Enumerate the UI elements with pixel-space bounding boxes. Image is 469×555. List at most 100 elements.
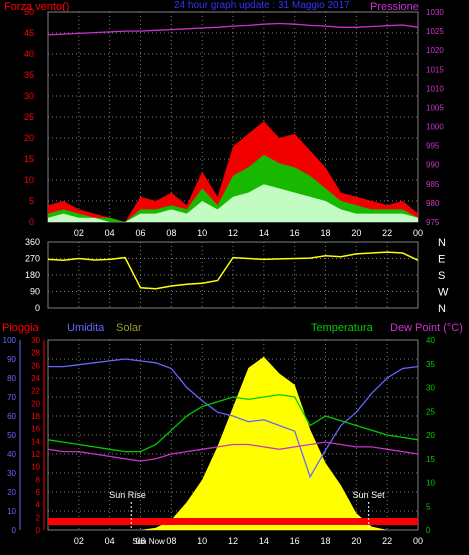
direction-y-tick-label: 90 — [30, 287, 40, 297]
direction-y-tick-label: 360 — [25, 237, 40, 247]
humidity-x-tick-label: 16 — [290, 536, 300, 546]
rain-y-tick-label: 10 — [31, 463, 40, 472]
humidity-x-tick-label: 00 — [413, 536, 423, 546]
temperature-line — [47, 393, 419, 453]
rain-axis-title: Pioggia — [2, 322, 40, 334]
wind-y-tick-label: 0 — [29, 217, 34, 227]
humidity-x-tick-label: 04 — [105, 536, 115, 546]
wind-y-tick-label: 50 — [24, 7, 34, 17]
rain-y-tick-label: 6 — [36, 488, 41, 497]
humidity-x-tick-label: 14 — [259, 536, 269, 546]
wind-y-tick-label: 20 — [24, 133, 34, 143]
humidity-y-tick-label: 80 — [7, 374, 16, 383]
sunrise-label: Sun Rise — [109, 490, 146, 500]
rain-y-tick-label: 26 — [31, 361, 40, 370]
pressure-y-tick-label: 1015 — [426, 65, 444, 74]
wind-x-tick-label: 16 — [290, 228, 300, 238]
temperature-y-tick-label: 40 — [426, 336, 435, 345]
compass-label: E — [438, 254, 445, 266]
humidity-y-tick-label: 0 — [12, 526, 17, 535]
humidity-x-tick-label: 06 — [135, 536, 145, 546]
wind-direction-trace — [47, 251, 419, 290]
wind-x-tick-label: 08 — [166, 228, 176, 238]
dewpoint-line — [47, 441, 419, 462]
pressure-axis-title: Pressione — [370, 1, 419, 13]
pressure-y-tick-label: 1010 — [426, 84, 444, 93]
temperature-y-tick-label: 15 — [426, 455, 435, 464]
humidity-y-tick-label: 10 — [7, 507, 16, 516]
wind-y-tick-label: 15 — [24, 154, 34, 164]
rain-y-tick-label: 24 — [31, 374, 40, 383]
wind-x-tick-label: 22 — [382, 228, 392, 238]
temperature-y-tick-label: 5 — [426, 502, 431, 511]
wind-x-tick-label: 18 — [320, 228, 330, 238]
humidity-line — [48, 358, 419, 479]
humidity-y-tick-label: 90 — [7, 355, 16, 364]
temperature-axis-title: Temperatura — [311, 322, 374, 334]
rain-y-tick-label: 14 — [31, 437, 40, 446]
wind-y-tick-label: 5 — [29, 196, 34, 206]
temperature-y-tick-label: 25 — [426, 407, 435, 416]
humidity-x-tick-label: 18 — [320, 536, 330, 546]
pressure-y-tick-label: 1000 — [426, 123, 444, 132]
chart-title: 24 hour graph update : 31 Maggio 2017 — [174, 0, 350, 11]
dewpoint-axis-title: Dew Point (°C) — [390, 322, 463, 334]
rain-y-tick-label: 2 — [36, 513, 41, 522]
humidity-y-tick-label: 50 — [7, 431, 16, 440]
wind-y-tick-label: 40 — [24, 49, 34, 59]
rain-y-tick-label: 12 — [31, 450, 40, 459]
rain-y-tick-label: 8 — [36, 475, 41, 484]
wind-y-tick-label: 10 — [24, 175, 34, 185]
humidity-x-tick-label: 22 — [382, 536, 392, 546]
wind-y-tick-label: 45 — [24, 28, 34, 38]
humidity-y-tick-label: 40 — [7, 450, 16, 459]
pressure-line — [47, 22, 419, 36]
humidity-y-tick-label: 70 — [7, 393, 16, 402]
pressure-y-tick-label: 1020 — [426, 46, 444, 55]
wind-x-tick-label: 02 — [74, 228, 84, 238]
humidity-x-tick-label: 12 — [228, 536, 238, 546]
temperature-y-tick-label: 20 — [426, 431, 435, 440]
temperature-y-tick-label: 0 — [426, 526, 431, 535]
rain-y-tick-label: 4 — [36, 501, 41, 510]
wind-y-tick-label: 30 — [24, 91, 34, 101]
pressure-y-tick-label: 1005 — [426, 103, 444, 112]
wind-average-area — [48, 184, 418, 222]
rain-bar — [48, 518, 418, 525]
rain-y-tick-label: 18 — [31, 412, 40, 421]
sunset-label: Sun Set — [353, 490, 386, 500]
rain-y-tick-label: 30 — [31, 336, 40, 345]
solar-area — [48, 356, 418, 530]
pressure-y-tick-label: 1025 — [426, 27, 444, 36]
rain-y-tick-label: 22 — [31, 387, 40, 396]
humidity-y-tick-label: 30 — [7, 469, 16, 478]
pressure-y-tick-label: 990 — [426, 161, 440, 170]
rain-y-tick-label: 16 — [31, 425, 40, 434]
pressure-y-tick-label: 1030 — [426, 8, 444, 17]
humidity-y-tick-label: 20 — [7, 488, 16, 497]
humidity-x-tick-label: 08 — [166, 536, 176, 546]
humidity-y-tick-label: 100 — [3, 336, 17, 345]
temperature-y-tick-label: 10 — [426, 479, 435, 488]
rain-y-tick-label: 20 — [31, 399, 40, 408]
humidity-x-tick-label: 10 — [197, 536, 207, 546]
humidity-axis-title: Umidita — [67, 322, 105, 334]
solar-axis-title: Solar — [116, 322, 142, 334]
humidity-y-tick-label: 60 — [7, 412, 16, 421]
wind-x-tick-label: 04 — [105, 228, 115, 238]
compass-label: N — [438, 303, 446, 315]
wind-x-tick-label: 12 — [228, 228, 238, 238]
wind-axis-title: Forza vento() — [4, 1, 69, 13]
wind-x-tick-label: 20 — [351, 228, 361, 238]
pressure-y-tick-label: 985 — [426, 180, 440, 189]
wind-x-tick-label: 00 — [413, 228, 423, 238]
direction-y-tick-label: 180 — [25, 270, 40, 280]
temperature-y-tick-label: 30 — [426, 384, 435, 393]
rain-y-tick-label: 28 — [31, 349, 40, 358]
humidity-x-tick-label: 20 — [351, 536, 361, 546]
temperature-y-tick-label: 35 — [426, 360, 435, 369]
compass-label: S — [438, 270, 445, 282]
humidity-x-tick-label: 02 — [74, 536, 84, 546]
sunnow-label: Sun Now — [132, 537, 165, 546]
